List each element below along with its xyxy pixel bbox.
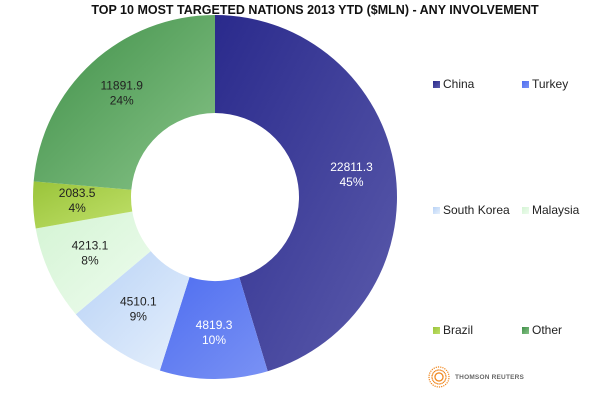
legend-swatch [522, 326, 529, 334]
legend-item: China [433, 77, 474, 91]
slice-turkey [159, 277, 268, 379]
data-label-value: 4213.1 [72, 238, 109, 252]
slice-brazil [32, 181, 133, 229]
data-label-value: 4510.1 [120, 295, 157, 309]
data-label-percent: 45% [339, 175, 363, 189]
logo-text: THOMSON REUTERS [455, 373, 525, 381]
legend-label: Other [532, 323, 563, 337]
legend-label: Malaysia [532, 203, 580, 217]
legend-swatch [522, 80, 529, 88]
legend-label: Turkey [532, 77, 569, 91]
data-label-percent: 9% [130, 310, 148, 324]
legend-item: Turkey [522, 77, 568, 91]
legend-swatch [433, 206, 440, 214]
slice-china [215, 15, 397, 372]
data-label-percent: 24% [110, 93, 134, 107]
legend-item: Brazil [433, 323, 473, 337]
legend-item: South Korea [433, 203, 510, 217]
legend-swatch [522, 206, 529, 214]
data-label-percent: 8% [81, 253, 99, 267]
data-label-value: 4819.3 [196, 318, 233, 332]
legend-label: South Korea [443, 203, 510, 217]
data-label-percent: 10% [202, 333, 226, 347]
legend-label: China [443, 77, 475, 91]
legend-swatch [433, 326, 440, 334]
slice-south-korea [75, 251, 190, 371]
slice-malaysia [35, 211, 151, 315]
data-label-percent: 4% [68, 201, 86, 215]
data-label-value: 11891.9 [100, 78, 143, 92]
slice-other [33, 15, 216, 190]
legend-label: Brazil [443, 323, 474, 337]
legend-item: Malaysia [522, 203, 579, 217]
reuters-logo-icon [428, 366, 450, 388]
legend-item: Other [522, 323, 562, 337]
data-label-value: 22811.3 [330, 160, 373, 174]
chart-title: TOP 10 MOST TARGETED NATIONS 2013 YTD ($… [91, 3, 539, 17]
thomson-reuters-logo: THOMSON REUTERS [428, 366, 524, 388]
data-label-value: 2083.5 [59, 186, 96, 200]
legend-swatch [433, 80, 440, 88]
